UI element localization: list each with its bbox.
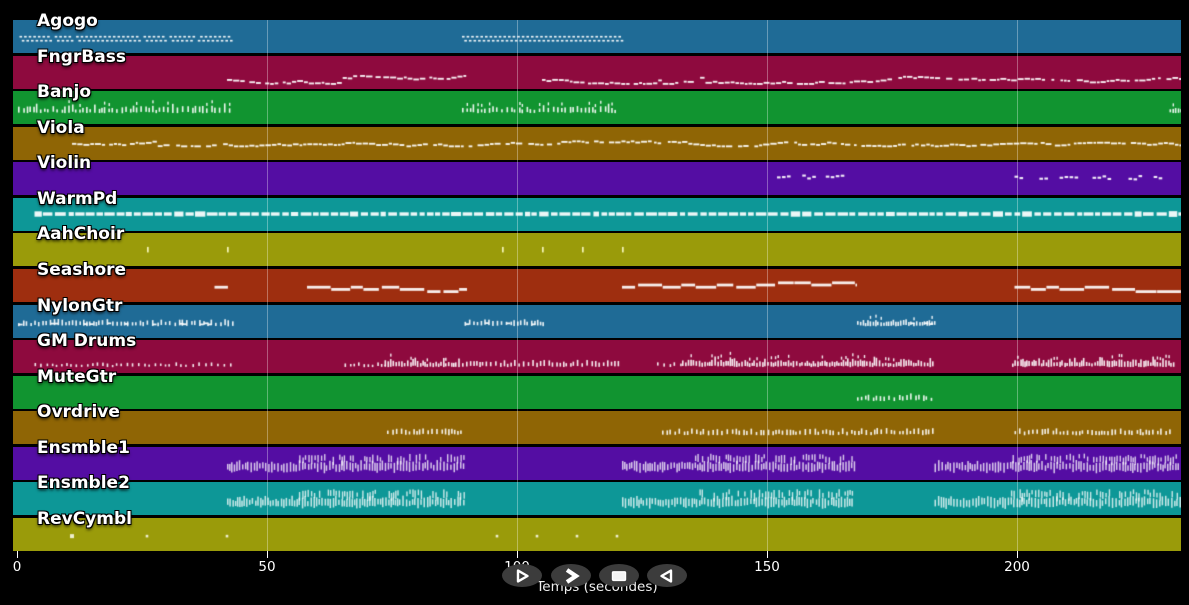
fast-forward-button[interactable] [551,564,591,587]
axis-tick [17,551,18,558]
track-label: Agogo [37,11,98,31]
track-timeline-plot: Agogo FngrBass Banjo Viola Violin WarmPd AahCh… [13,11,1181,551]
track-label: AahChoir [37,224,125,245]
axis-tick-label: 0 [12,559,22,575]
rewind-button[interactable] [647,564,687,587]
play-button[interactable] [502,564,542,587]
track-label: Seashore [37,259,127,280]
rewind-icon [660,568,673,583]
axis-tick-label: 50 [258,559,276,575]
fast-forward-icon [565,567,580,584]
track-label: Ovrdrive [37,402,120,423]
axis-tick [1017,551,1018,558]
track-label: GM Drums [37,331,137,352]
track-label: WarmPd [37,188,118,209]
stop-button[interactable] [599,564,639,587]
notes-canvas [13,20,1181,551]
track-label: Ensmble2 [37,473,130,494]
axis-tick-label: 150 [754,559,780,575]
track-label: Ensmble1 [37,437,130,458]
axis-tick-label: 200 [1004,559,1030,575]
track-label: FngrBass [37,46,126,67]
axis-tick [767,551,768,558]
axis-tick [517,551,518,558]
track-label: RevCymbl [37,508,132,529]
axis-tick [267,551,268,558]
play-icon [516,568,529,583]
track-label: Banjo [37,82,92,103]
track-label: NylonGtr [37,295,123,316]
track-label: Viola [37,117,85,138]
stop-icon [611,570,627,581]
track-label: MuteGtr [37,366,117,387]
track-label: Violin [37,153,92,174]
